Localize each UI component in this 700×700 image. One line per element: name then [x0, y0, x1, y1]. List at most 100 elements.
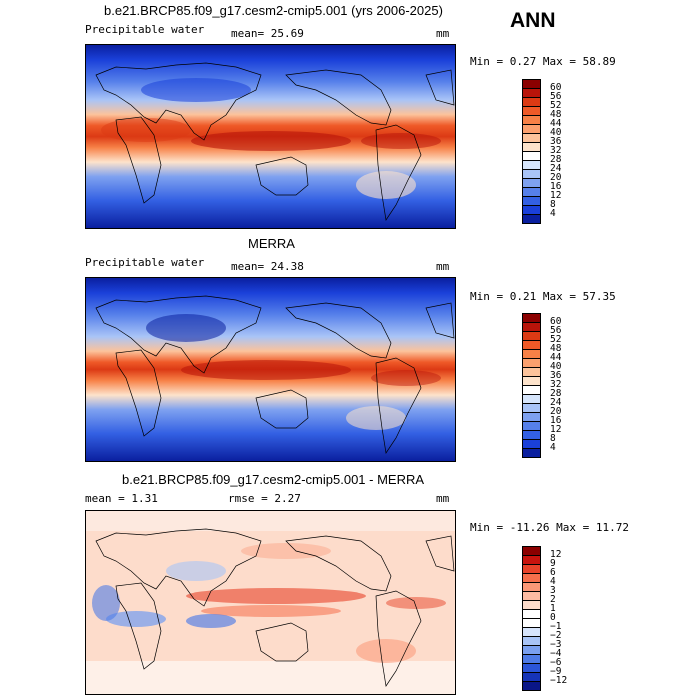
colorbar-swatch [522, 618, 541, 627]
colorbar-tick-label: 1 [550, 603, 556, 614]
colorbar-swatch [522, 133, 541, 142]
colorbar-tick-label: 12 [550, 549, 562, 560]
panel2-variable-label: Precipitable water [85, 256, 205, 269]
colorbar-swatch [522, 645, 541, 654]
panel2-field [86, 278, 455, 461]
panel2-minmax: Min = 0.21 Max = 57.35 [470, 290, 616, 303]
colorbar-tick-label: 6 [550, 567, 556, 578]
panel1-field [86, 45, 455, 228]
panel3-map [85, 510, 456, 695]
panel3-rmse: rmse = 2.27 [228, 492, 301, 505]
colorbar-tick-label: −12 [550, 675, 568, 686]
colorbar-swatch [522, 654, 541, 663]
colorbar-tick-label: 44 [550, 118, 562, 129]
colorbar-swatch [522, 349, 541, 358]
colorbar-swatch [522, 340, 541, 349]
panel3-title: b.e21.BRCP85.f09_g17.cesm2-cmip5.001 - M… [122, 472, 425, 487]
panel2-title: MERRA [248, 236, 295, 251]
colorbar-tick-label: 60 [550, 82, 562, 93]
colorbar-tick-label: 4 [550, 442, 556, 453]
colorbar-swatch [522, 636, 541, 645]
colorbar-swatch [522, 169, 541, 178]
panel3-colorbar: 12 9 6 4 3 2 1 0 −1 −2 −3 −4 −6 −9 −12 [522, 546, 582, 696]
colorbar-swatch [522, 582, 541, 591]
panel1-variable-label: Precipitable water [85, 23, 205, 36]
colorbar-swatch [522, 367, 541, 376]
colorbar-tick-label: 28 [550, 388, 562, 399]
colorbar-tick-label: 20 [550, 406, 562, 417]
colorbar-tick-label: 4 [550, 208, 556, 219]
colorbar-swatch [522, 178, 541, 187]
colorbar-swatch [522, 609, 541, 618]
colorbar-swatch [522, 672, 541, 681]
colorbar-tick-label: 40 [550, 361, 562, 372]
colorbar-tick-label: 12 [550, 190, 562, 201]
colorbar-swatch [522, 205, 541, 214]
colorbar-tick-label: −4 [550, 648, 562, 659]
colorbar-swatch [522, 421, 541, 430]
colorbar-tick-label: 44 [550, 352, 562, 363]
colorbar-swatch [522, 79, 541, 88]
colorbar-swatch [522, 663, 541, 672]
colorbar-swatch [522, 555, 541, 564]
colorbar-swatch [522, 196, 541, 205]
colorbar-swatch [522, 124, 541, 133]
colorbar-tick-label: 24 [550, 163, 562, 174]
panel1-minmax: Min = 0.27 Max = 58.89 [470, 55, 616, 68]
colorbar-tick-label: 12 [550, 424, 562, 435]
colorbar-swatch [522, 394, 541, 403]
colorbar-swatch [522, 403, 541, 412]
colorbar-tick-label: 9 [550, 558, 556, 569]
colorbar-swatch [522, 448, 541, 458]
colorbar-swatch [522, 627, 541, 636]
colorbar-swatch [522, 430, 541, 439]
colorbar-swatch [522, 160, 541, 169]
colorbar-tick-label: 48 [550, 109, 562, 120]
panel2-mean: mean= 24.38 [231, 260, 304, 273]
colorbar-swatch [522, 573, 541, 582]
colorbar-swatch [522, 600, 541, 609]
colorbar-tick-label: −3 [550, 639, 562, 650]
colorbar-tick-label: 36 [550, 136, 562, 147]
colorbar-tick-label: 16 [550, 415, 562, 426]
colorbar-tick-label: −1 [550, 621, 562, 632]
colorbar-tick-label: 52 [550, 100, 562, 111]
colorbar-tick-label: 36 [550, 370, 562, 381]
panel3-units: mm [436, 492, 450, 505]
colorbar-tick-label: 20 [550, 172, 562, 183]
colorbar-tick-label: 56 [550, 91, 562, 102]
panel1-map [85, 44, 456, 229]
colorbar-swatch [522, 151, 541, 160]
panel1-units: mm [436, 27, 450, 40]
colorbar-swatch [522, 331, 541, 340]
panel2-map [85, 277, 456, 462]
colorbar-swatch [522, 376, 541, 385]
colorbar-tick-label: −2 [550, 630, 562, 641]
colorbar-swatch [522, 187, 541, 196]
colorbar-tick-label: 60 [550, 316, 562, 327]
colorbar-swatch [522, 546, 541, 555]
colorbar-tick-label: 8 [550, 433, 556, 444]
colorbar-tick-label: 0 [550, 612, 556, 623]
colorbar-swatch [522, 214, 541, 224]
colorbar-tick-label: 32 [550, 145, 562, 156]
colorbar-tick-label: −9 [550, 666, 562, 677]
colorbar-swatch [522, 358, 541, 367]
colorbar-tick-label: 40 [550, 127, 562, 138]
colorbar-tick-label: 48 [550, 343, 562, 354]
colorbar-tick-label: 4 [550, 576, 556, 587]
colorbar-tick-label: 8 [550, 199, 556, 210]
colorbar-swatch [522, 591, 541, 600]
colorbar-tick-label: 3 [550, 585, 556, 596]
colorbar-tick-label: 16 [550, 181, 562, 192]
colorbar-swatch [522, 97, 541, 106]
panel3-minmax: Min = -11.26 Max = 11.72 [470, 521, 629, 534]
colorbar-tick-label: 24 [550, 397, 562, 408]
colorbar-swatch [522, 322, 541, 331]
panel2-units: mm [436, 260, 450, 273]
colorbar-tick-label: 2 [550, 594, 556, 605]
colorbar-swatch [522, 115, 541, 124]
colorbar-swatch [522, 142, 541, 151]
panel1-colorbar: 60 56 52 48 44 40 36 32 28 24 20 16 12 8 4 [522, 79, 582, 229]
colorbar-swatch [522, 88, 541, 97]
